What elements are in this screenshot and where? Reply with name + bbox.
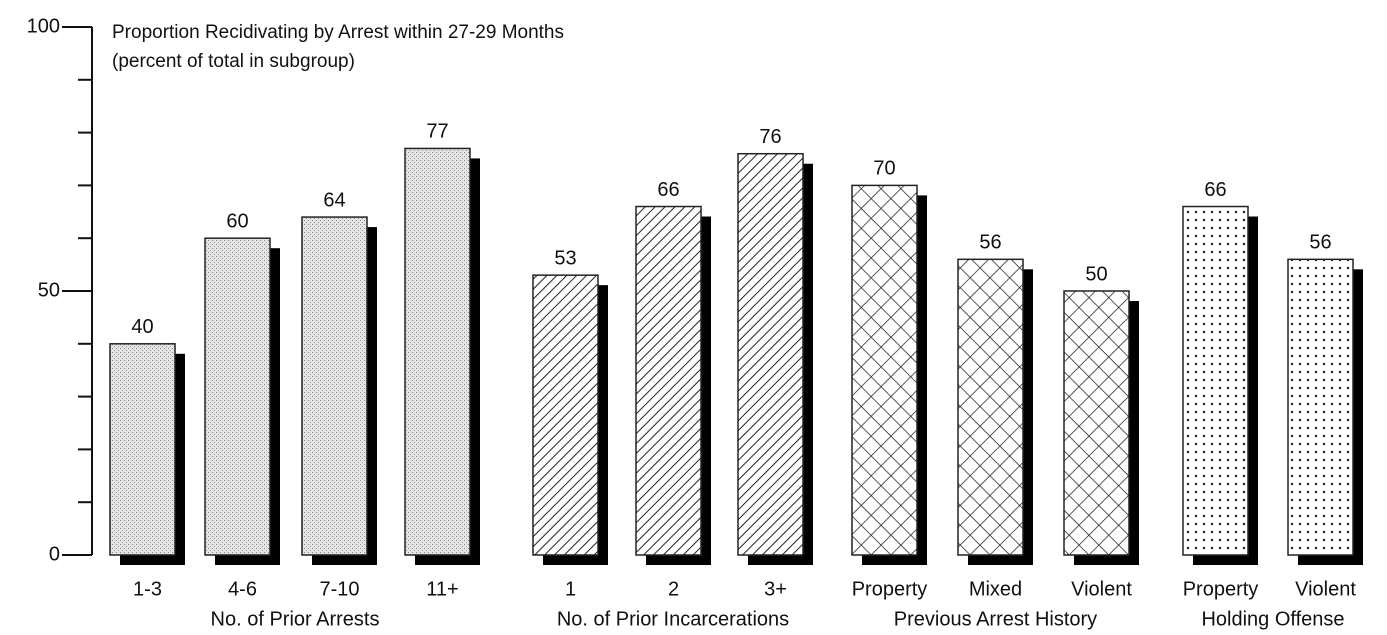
bar <box>204 237 271 556</box>
group-label: No. of Prior Incarcerations <box>557 608 789 630</box>
group-label: Holding Offense <box>1201 608 1344 630</box>
bar <box>1182 205 1249 556</box>
y-tick-label: 100 <box>27 15 60 37</box>
x-tick-label: Violent <box>1071 578 1132 600</box>
value-label: 50 <box>1085 263 1107 285</box>
x-tick-label: Property <box>852 578 928 600</box>
y-tick-label: 50 <box>38 279 60 301</box>
x-tick-label: Violent <box>1295 578 1356 600</box>
x-tick-label: 7-10 <box>319 578 359 600</box>
x-tick-label: 3+ <box>764 578 787 600</box>
value-label: 60 <box>226 210 248 232</box>
x-tick-label: 11+ <box>426 578 458 600</box>
bar <box>635 205 702 556</box>
chart-subtitle: (percent of total in subgroup) <box>112 51 355 72</box>
bar <box>404 147 471 556</box>
value-label: 66 <box>1204 179 1226 201</box>
value-label: 56 <box>1309 232 1331 254</box>
value-label: 76 <box>759 126 781 148</box>
x-tick-label: Mixed <box>969 578 1022 600</box>
value-label: 64 <box>323 189 345 211</box>
bar <box>737 152 804 556</box>
bar <box>851 184 918 556</box>
bar <box>532 274 599 556</box>
y-tick-label: 0 <box>49 543 60 565</box>
bar <box>957 258 1024 556</box>
value-label: 56 <box>979 232 1001 254</box>
x-tick-label: 2 <box>668 578 679 600</box>
group-label: No. of Prior Arrests <box>211 608 380 630</box>
value-label: 40 <box>131 316 153 338</box>
x-tick-label: 1-3 <box>133 578 162 600</box>
value-label: 77 <box>426 121 448 143</box>
value-label: 66 <box>657 179 679 201</box>
x-tick-label: 4-6 <box>228 578 257 600</box>
x-tick-label: 1 <box>565 578 576 600</box>
bar <box>1063 290 1130 556</box>
bar <box>109 343 176 556</box>
value-label: 70 <box>873 158 895 180</box>
bar <box>1287 258 1354 556</box>
value-label: 53 <box>554 247 576 269</box>
bar <box>301 216 368 556</box>
chart-title: Proportion Recidivating by Arrest within… <box>112 22 564 43</box>
group-label: Previous Arrest History <box>894 608 1097 630</box>
x-tick-label: Property <box>1183 578 1259 600</box>
